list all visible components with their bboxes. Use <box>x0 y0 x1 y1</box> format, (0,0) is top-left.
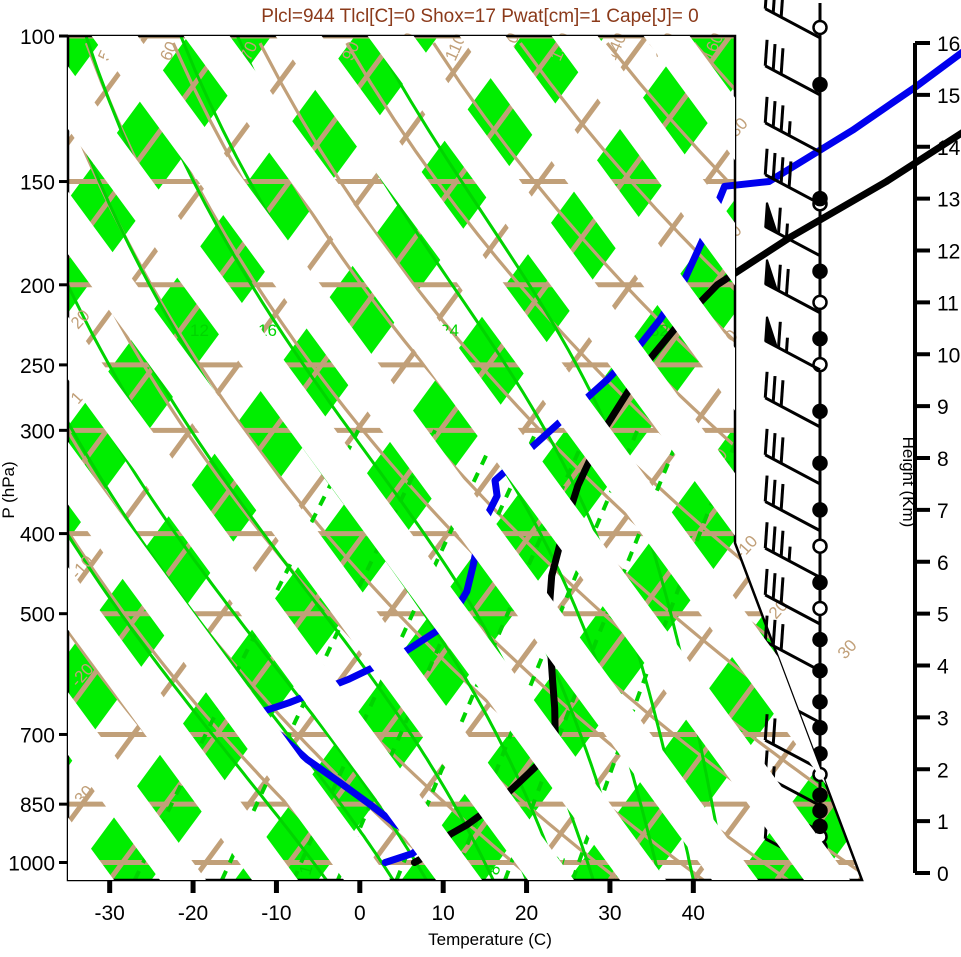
isotherm-label-right: 20 <box>765 596 792 623</box>
x-axis-tick-label: 20 <box>515 902 538 925</box>
wind-level-dot-filled <box>812 720 828 736</box>
wind-barb-column <box>763 0 828 881</box>
wind-barb <box>764 202 821 258</box>
wind-barb <box>763 428 821 486</box>
height-tick-label: 4 <box>937 656 949 679</box>
wind-barb <box>763 371 821 429</box>
x-axis-tick-label: 30 <box>598 902 621 925</box>
pressure-tick-label: 200 <box>20 275 55 298</box>
wind-barb <box>763 96 821 154</box>
x-axis-title: Temperature (C) <box>428 930 552 949</box>
wind-barb <box>763 522 821 579</box>
isotherm-label-right: 30 <box>834 636 861 663</box>
wind-barb <box>763 568 821 626</box>
height-tick-label: 11 <box>937 292 959 315</box>
wind-level-dot-filled <box>812 502 828 518</box>
height-tick-label: 16 <box>937 33 960 56</box>
pressure-tick-label: 100 <box>20 26 55 49</box>
pressure-tick-label: 250 <box>20 355 55 378</box>
wind-level-dot-filled <box>812 330 828 347</box>
wind-level-dot-open <box>812 600 828 617</box>
wind-barb <box>763 148 821 206</box>
wind-barb <box>764 259 821 315</box>
x-axis-tick-label: -20 <box>178 902 208 925</box>
height-tick-label: 13 <box>937 189 960 212</box>
x-axis-tick-label: 0 <box>354 902 366 925</box>
height-tick-label: 10 <box>937 344 960 367</box>
wind-barb <box>763 714 821 771</box>
page-title: Plcl=944 Tlcl[C]=0 Shox=17 Pwat[cm]=1 Ca… <box>261 6 698 27</box>
wind-pennant <box>764 259 779 292</box>
x-axis-tick-label: -30 <box>95 902 125 925</box>
wind-level-dot-filled <box>812 694 828 710</box>
height-tick-label: 15 <box>937 85 960 108</box>
wind-level-dot-filled <box>812 574 828 591</box>
height-axis-title: Height (Km) <box>899 437 918 528</box>
wind-barb <box>763 39 821 97</box>
height-tick-label: 7 <box>937 500 949 523</box>
height-tick-label: 8 <box>937 448 949 471</box>
pressure-tick-label: 1000 <box>8 852 55 875</box>
wind-level-dot-open <box>812 538 828 554</box>
height-tick-label: 0 <box>937 863 949 886</box>
x-axis-tick-label: 10 <box>432 902 455 925</box>
height-tick-label: 3 <box>937 707 949 730</box>
wind-level-dot-open <box>812 19 828 36</box>
wind-level-dot-filled <box>812 631 828 648</box>
pressure-tick-label: 150 <box>20 172 55 195</box>
pressure-tick-label: 500 <box>20 604 55 627</box>
pressure-tick-label: 850 <box>20 794 55 817</box>
wind-barb <box>764 316 821 372</box>
pressure-tick-label: 700 <box>20 724 55 747</box>
wind-level-dot-open <box>812 294 828 311</box>
height-tick-label: 5 <box>937 604 949 627</box>
wind-barb <box>763 615 821 673</box>
wind-barb <box>763 475 821 532</box>
wind-barb <box>763 0 821 40</box>
pressure-tick-label: 400 <box>20 524 55 547</box>
pressure-tick-label: 300 <box>20 420 55 443</box>
height-tick-label: 1 <box>937 811 949 834</box>
height-tick-label: 12 <box>937 241 960 264</box>
x-axis-tick-label: -10 <box>261 902 291 925</box>
height-tick-label: 9 <box>937 396 949 419</box>
height-tick-label: 14 <box>937 137 961 160</box>
wind-level-dot-filled <box>812 803 828 819</box>
moist-adiabat-label: 12 <box>190 321 209 340</box>
wind-level-dot-filled <box>812 76 828 93</box>
x-axis-tick-label: 40 <box>682 902 705 925</box>
dewpoint-curve <box>253 48 961 866</box>
wind-pennant <box>764 202 779 235</box>
wind-level-dot-filled <box>812 403 828 420</box>
wind-level-dot-filled <box>812 263 828 279</box>
pressure-axis-title: P (hPa) <box>0 461 18 518</box>
wind-level-dot-filled <box>812 455 828 471</box>
height-tick-label: 6 <box>937 552 949 575</box>
wind-level-dot-filled <box>812 787 828 803</box>
pressure-axis: 100 150 200 250 300 400 500 700 850 1000 <box>8 26 68 875</box>
height-tick-label: 2 <box>937 759 949 782</box>
x-axis: -30 -20 -10 0 10 20 30 40 <box>95 880 705 925</box>
wind-pennant <box>764 316 779 349</box>
